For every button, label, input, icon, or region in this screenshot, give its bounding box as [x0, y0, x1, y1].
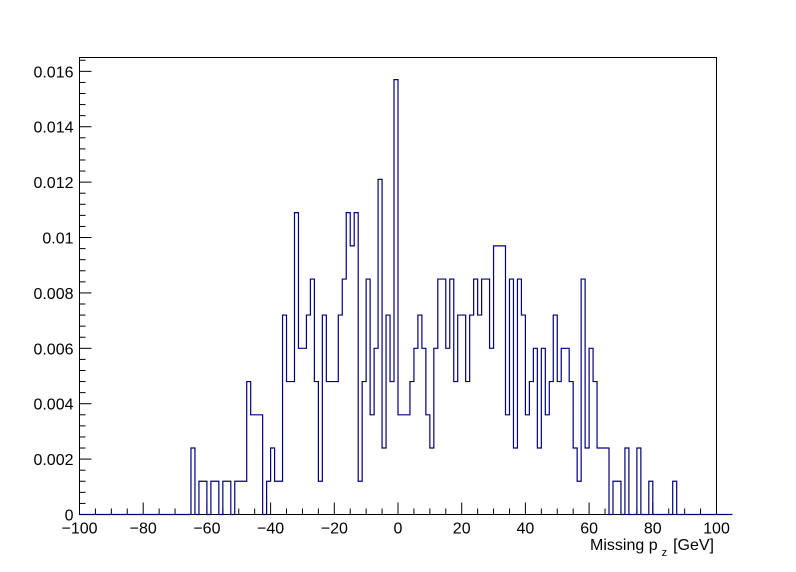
x-axis-title-unit: [GeV]	[673, 537, 714, 554]
x-axis-title-subscript: z	[662, 547, 668, 559]
y-tick-label: 0.008	[33, 286, 73, 303]
y-tick-label: 0.012	[33, 175, 73, 192]
y-axis: 0 0.002 0.004 0.006 0.008 0.01 0.012 0.014 0.016	[33, 59, 92, 525]
x-tick-label: 80	[644, 521, 662, 538]
x-tick-label: 0	[394, 521, 403, 538]
x-tick-label: 60	[580, 521, 598, 538]
x-axis-title: Missing p z [GeV]	[590, 537, 714, 559]
histogram-series-line	[79, 79, 733, 516]
y-tick-label: 0	[65, 508, 74, 525]
x-tick-label: −20	[321, 521, 348, 538]
x-axis: −100 −80 −60 −40 −20 0 20 40 60 80 100	[61, 502, 730, 538]
y-tick-label: 0.006	[33, 341, 73, 358]
x-tick-label: −60	[193, 521, 220, 538]
x-tick-label: 20	[453, 521, 471, 538]
x-tick-label: −80	[130, 521, 157, 538]
y-tick-label: 0.01	[42, 231, 73, 248]
y-tick-label: 0.016	[33, 64, 73, 81]
y-tick-label: 0.004	[33, 397, 73, 414]
x-tick-label: 100	[703, 521, 730, 538]
x-tick-label: −100	[61, 521, 97, 538]
y-tick-label: 0.002	[33, 452, 73, 469]
x-axis-title-main: Missing p	[590, 537, 658, 554]
y-tick-label: 0.014	[33, 120, 73, 137]
x-tick-label: 40	[517, 521, 535, 538]
x-tick-label: −40	[257, 521, 284, 538]
